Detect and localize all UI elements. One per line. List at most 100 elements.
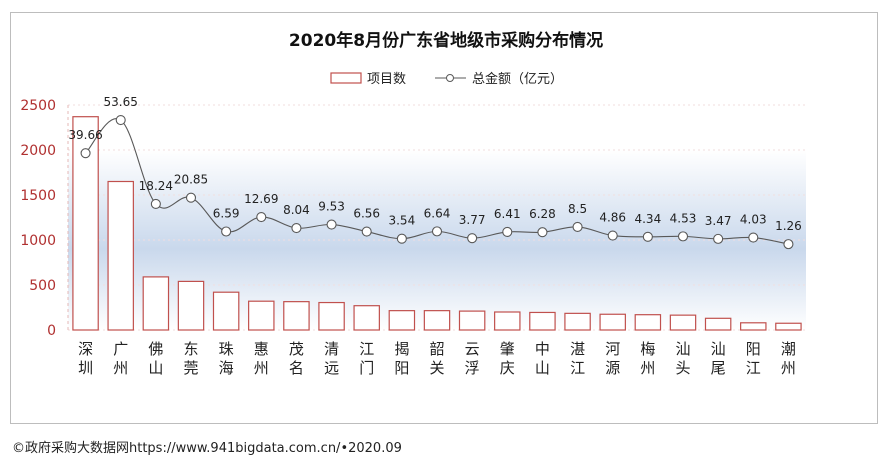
data-label: 6.28 bbox=[529, 207, 556, 221]
data-label: 39.66 bbox=[68, 128, 102, 142]
data-label: 4.86 bbox=[599, 211, 626, 225]
x-tick-label: 佛山 bbox=[148, 340, 163, 377]
line-point bbox=[502, 226, 513, 237]
line-point bbox=[396, 233, 407, 244]
line-point bbox=[572, 221, 583, 233]
x-tick-label: 中山 bbox=[535, 340, 550, 377]
line-point bbox=[642, 231, 653, 242]
chart-title: 2020年8月份广东省地级市采购分布情况 bbox=[289, 30, 603, 51]
line-point bbox=[291, 223, 302, 234]
x-tick-label: 茂名 bbox=[289, 340, 304, 377]
data-label: 4.34 bbox=[634, 212, 661, 226]
x-tick-label: 云浮 bbox=[465, 340, 480, 377]
x-tick-label: 揭阳 bbox=[394, 340, 409, 377]
data-label: 3.47 bbox=[705, 214, 732, 228]
data-label: 20.85 bbox=[174, 173, 208, 187]
bar bbox=[669, 314, 697, 331]
bar bbox=[494, 311, 521, 331]
bar bbox=[529, 311, 556, 331]
bar bbox=[177, 280, 205, 331]
bar-series bbox=[72, 116, 802, 331]
x-tick-label: 清远 bbox=[324, 340, 339, 377]
y-tick-label: 2000 bbox=[20, 143, 56, 159]
x-tick-label: 河源 bbox=[605, 340, 620, 377]
line-point bbox=[115, 114, 126, 126]
bar bbox=[318, 301, 345, 331]
bar bbox=[142, 276, 170, 331]
x-tick-label: 肇庆 bbox=[500, 340, 515, 377]
x-tick-label: 广州 bbox=[113, 340, 128, 377]
line-point bbox=[783, 239, 794, 250]
legend-label-bar: 项目数 bbox=[367, 72, 406, 87]
data-label: 1.26 bbox=[775, 219, 802, 233]
bar bbox=[388, 310, 416, 331]
bar bbox=[212, 291, 240, 331]
x-tick-label: 汕尾 bbox=[711, 340, 726, 377]
line-point bbox=[326, 219, 337, 230]
y-tick-label: 1000 bbox=[20, 233, 56, 249]
line-point bbox=[431, 226, 443, 237]
legend: 项目数 总金额（亿元） bbox=[330, 71, 563, 87]
x-axis: 深圳广州佛山东莞珠海惠州茂名清远江门揭阳韶关云浮肇庆中山湛江河源梅州汕头汕尾阳江… bbox=[78, 340, 796, 377]
bar bbox=[458, 310, 486, 331]
line-point bbox=[537, 227, 548, 238]
line-point bbox=[713, 233, 724, 244]
data-label: 8.04 bbox=[283, 203, 310, 217]
x-tick-label: 韶关 bbox=[429, 340, 444, 377]
y-tick-label: 500 bbox=[29, 278, 56, 294]
line-point bbox=[607, 230, 618, 241]
bar bbox=[775, 322, 802, 331]
line-point bbox=[677, 231, 689, 242]
data-label: 53.65 bbox=[104, 95, 138, 109]
x-tick-label: 潮州 bbox=[781, 340, 796, 377]
line-point bbox=[221, 226, 232, 237]
x-tick-label: 阳江 bbox=[746, 340, 761, 377]
x-tick-label: 湛江 bbox=[570, 340, 585, 377]
data-label: 6.56 bbox=[353, 207, 380, 221]
line-point bbox=[80, 148, 91, 159]
data-label: 12.69 bbox=[244, 192, 278, 206]
x-tick-label: 江门 bbox=[359, 340, 374, 377]
bar bbox=[740, 322, 767, 331]
line-point bbox=[748, 232, 759, 243]
legend-line-marker bbox=[446, 74, 454, 82]
data-label: 4.03 bbox=[740, 213, 767, 227]
data-label: 4.53 bbox=[670, 211, 697, 225]
bar bbox=[353, 305, 380, 331]
line-point bbox=[185, 192, 197, 203]
bar bbox=[107, 180, 134, 331]
bar bbox=[248, 300, 275, 331]
legend-label-line: 总金额（亿元） bbox=[472, 71, 563, 87]
x-tick-label: 东莞 bbox=[183, 340, 198, 377]
line-series: 39.66 53.65 18.24 20.85 6.59 12.69 8.04 9.53 6.5… bbox=[68, 95, 802, 250]
x-tick-label: 汕头 bbox=[675, 340, 690, 377]
data-label: 6.64 bbox=[424, 206, 451, 220]
x-tick-label: 梅州 bbox=[640, 340, 655, 377]
line-point bbox=[361, 226, 372, 237]
line-point bbox=[467, 233, 478, 244]
legend-bar-swatch bbox=[330, 72, 362, 84]
data-label: 6.59 bbox=[213, 206, 240, 220]
data-label: 9.53 bbox=[318, 200, 345, 214]
bar bbox=[634, 314, 662, 331]
data-label: 18.24 bbox=[139, 179, 173, 193]
bar bbox=[564, 312, 591, 331]
x-tick-label: 珠海 bbox=[219, 340, 234, 377]
footer-source: ©政府采购大数据网https://www.941bigdata.com.cn/•… bbox=[12, 441, 402, 456]
data-label: 8.5 bbox=[568, 202, 587, 216]
line-point bbox=[256, 212, 267, 223]
bar bbox=[423, 310, 451, 331]
x-tick-label: 惠州 bbox=[254, 340, 269, 377]
y-tick-label: 2500 bbox=[20, 98, 56, 114]
line-point bbox=[150, 198, 161, 209]
bar bbox=[283, 301, 310, 331]
x-tick-label: 深圳 bbox=[78, 340, 93, 377]
data-label: 6.41 bbox=[494, 207, 521, 221]
data-label: 3.77 bbox=[459, 213, 486, 227]
bar bbox=[599, 313, 626, 331]
bar bbox=[704, 317, 732, 331]
data-label: 3.54 bbox=[388, 214, 415, 228]
y-tick-label: 1500 bbox=[20, 188, 56, 204]
y-tick-label: 0 bbox=[47, 323, 56, 339]
